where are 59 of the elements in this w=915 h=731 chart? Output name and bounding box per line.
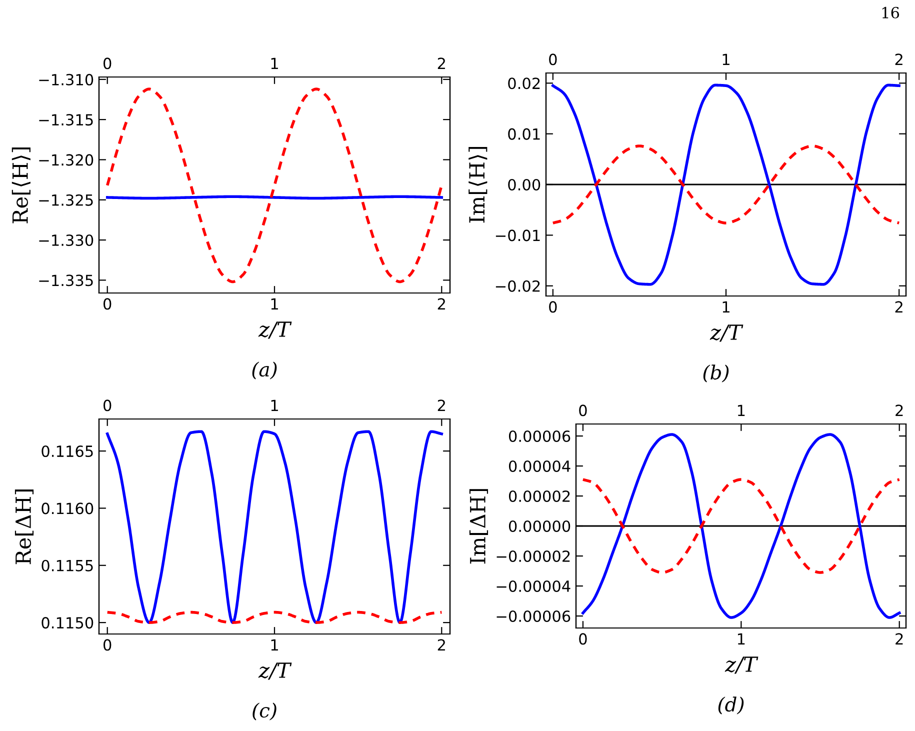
text: (b) <box>703 364 729 382</box>
x2-tick-label: 0 <box>104 58 112 70</box>
x2-tick-label: 0 <box>104 400 112 412</box>
text: 16 <box>882 6 900 18</box>
y-tick-label: −1.325 <box>39 194 93 206</box>
y-tick-label: −1.310 <box>39 74 94 86</box>
x-tick-label: 0 <box>104 639 112 651</box>
y-tick-label: −1.330 <box>39 234 94 246</box>
y-axis-title: Im[ΔH] <box>469 489 488 564</box>
y-tick-label: −0.00002 <box>496 550 570 562</box>
text: (c) <box>252 702 276 720</box>
y-tick-label: 0.1150 <box>42 617 94 629</box>
x-tick-label: 1 <box>738 633 745 644</box>
x-axis-title: z/T <box>258 322 292 339</box>
y-tick-label: −0.01 <box>496 230 540 242</box>
y-axis-title: Re[⟨H⟩] <box>12 147 30 224</box>
y-tick-label: −0.00004 <box>496 580 570 592</box>
x-tick-label: 2 <box>438 298 445 310</box>
x-tick-label: 2 <box>895 301 902 312</box>
y-tick-label: 0.00004 <box>508 460 570 472</box>
x2-tick-label: 1 <box>722 54 730 65</box>
y-tick-label: 0.00000 <box>508 520 570 532</box>
y-tick-label: 0.1165 <box>42 445 93 458</box>
x2-tick-label: 2 <box>438 400 445 411</box>
y-tick-label: −1.320 <box>39 154 94 166</box>
x2-tick-label: 0 <box>579 404 587 416</box>
y-axis-title: Im[⟨H⟩] <box>468 146 488 223</box>
y-tick-label: 0.1155 <box>42 560 93 572</box>
y-tick-label: −0.02 <box>496 280 540 292</box>
y-tick-label: −1.315 <box>39 114 93 126</box>
x-axis-title: z/T <box>710 324 744 342</box>
y-tick-label: 0.01 <box>508 128 540 140</box>
y-tick-label: 0.02 <box>508 78 540 90</box>
y-tick-label: −0.00006 <box>496 610 570 622</box>
y-tick-label: 0.00 <box>508 178 540 191</box>
x-axis-title: z/T <box>258 662 292 680</box>
x2-tick-label: 2 <box>896 404 903 416</box>
x2-tick-label: 1 <box>271 400 278 411</box>
text: (a) <box>252 362 277 380</box>
y-tick-label: 0.00002 <box>508 490 570 502</box>
x2-tick-label: 1 <box>738 404 745 416</box>
x2-tick-label: 0 <box>549 54 557 66</box>
x2-tick-label: 1 <box>271 58 278 69</box>
x-tick-label: 2 <box>896 633 903 644</box>
x-tick-label: 0 <box>549 301 557 313</box>
x-axis-title: z/T <box>724 656 758 674</box>
y-tick-label: −1.335 <box>39 274 93 286</box>
x-tick-label: 0 <box>104 298 112 310</box>
x2-tick-label: 2 <box>438 58 445 69</box>
x-tick-label: 1 <box>722 301 730 312</box>
x-tick-label: 1 <box>271 298 278 310</box>
y-axis-title: Re[ΔH] <box>14 490 34 564</box>
x-tick-label: 2 <box>438 639 445 650</box>
y-tick-label: 0.1160 <box>42 502 94 514</box>
y-tick-label: 0.00006 <box>508 430 570 442</box>
x-tick-label: 1 <box>271 639 278 650</box>
x-tick-label: 0 <box>579 633 587 645</box>
text: (d) <box>718 696 744 714</box>
x2-tick-label: 2 <box>895 54 902 65</box>
